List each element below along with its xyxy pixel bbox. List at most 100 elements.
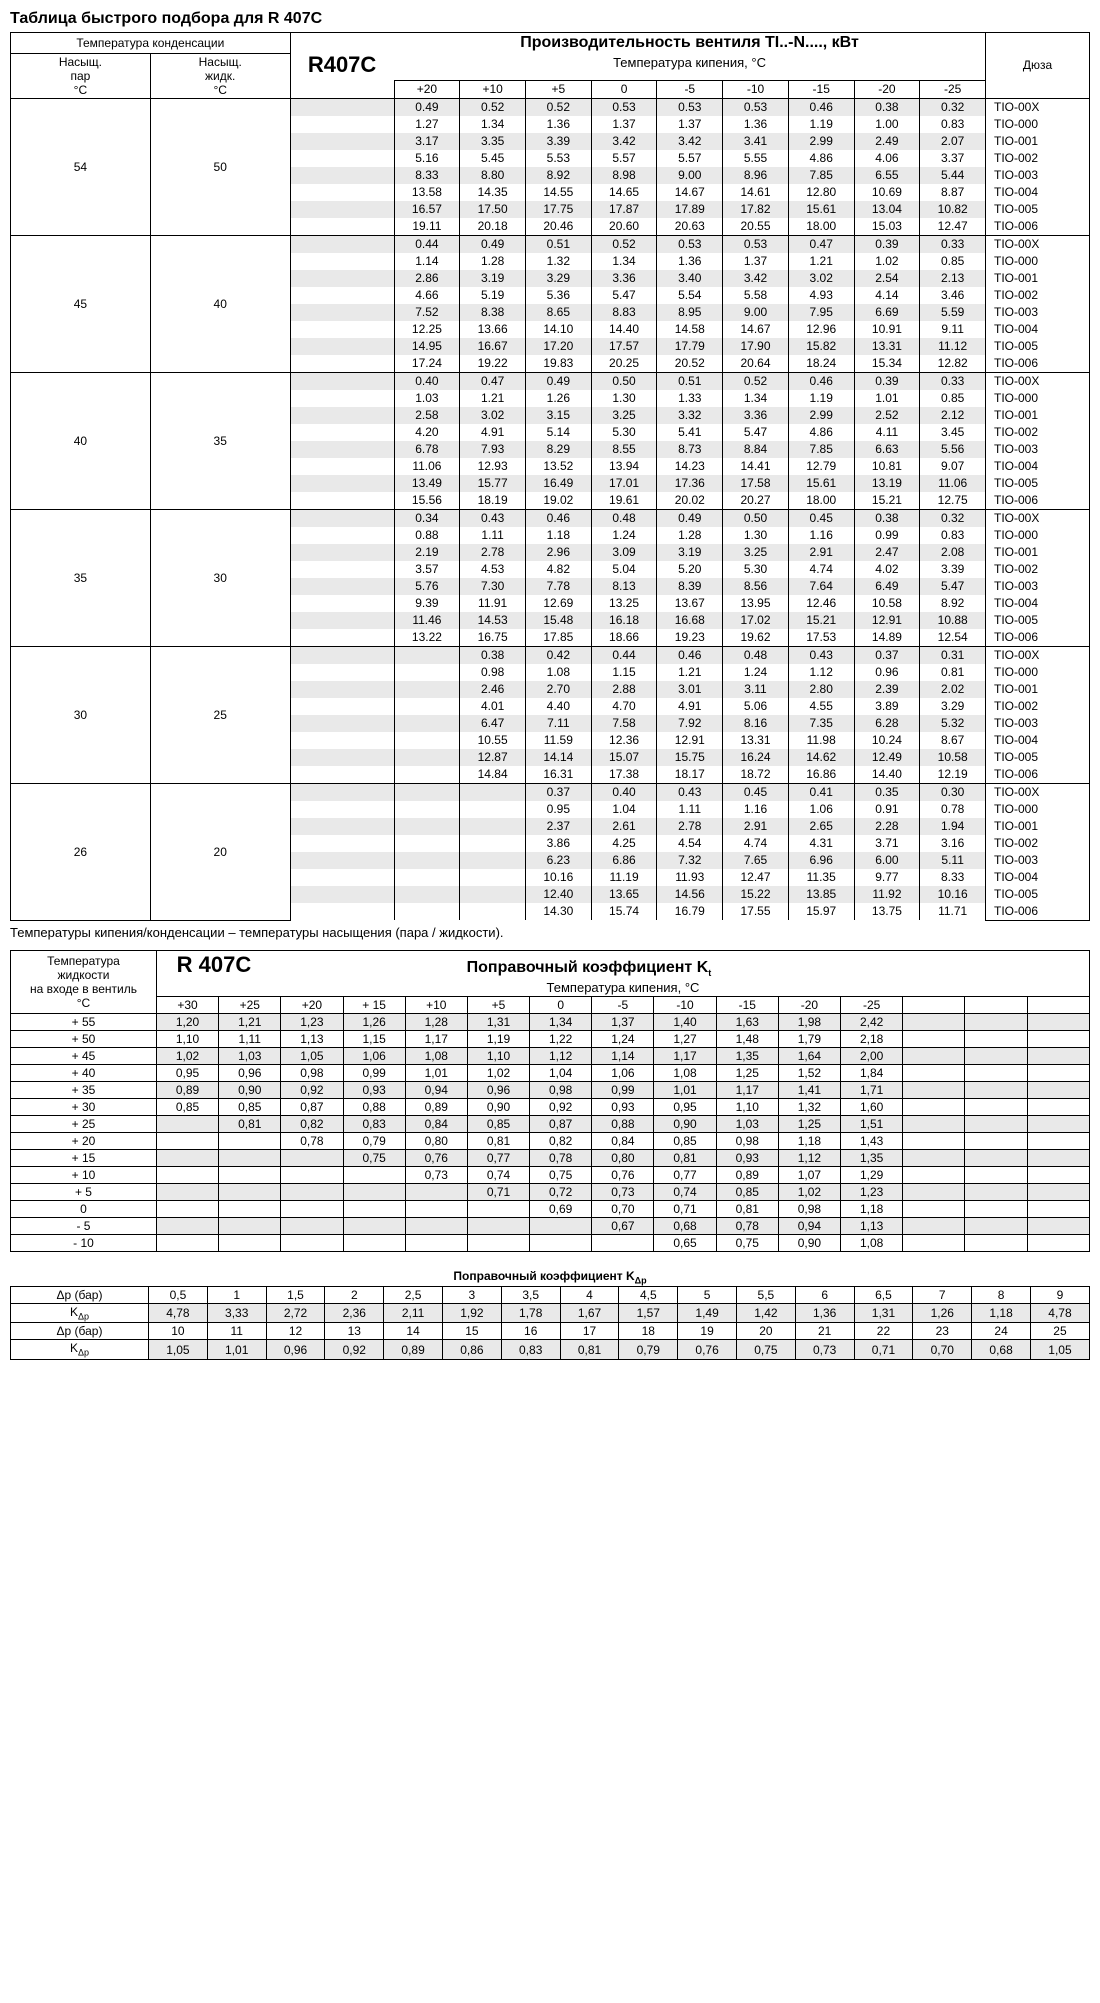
data-col: 0.471.213.024.917.9312.9315.7718.19	[460, 372, 526, 509]
kt-val: 1,04	[530, 1064, 592, 1081]
kt-val: 1,02	[156, 1047, 218, 1064]
temp-col: -25	[920, 81, 986, 98]
kdp-k: 1,49	[678, 1304, 737, 1323]
kdp-k: 0,68	[972, 1340, 1031, 1359]
kt-val	[965, 1183, 1027, 1200]
kt-val: 1,08	[654, 1064, 716, 1081]
kt-val: 0,69	[530, 1200, 592, 1217]
refrigerant-label: R407C	[290, 33, 394, 99]
kt-col: -25	[841, 996, 903, 1013]
kt-val: 0,81	[467, 1132, 529, 1149]
kt-val: 1,79	[778, 1030, 840, 1047]
data-col: 0.441.152.884.707.5812.3615.0717.38	[591, 646, 657, 783]
kdp-dp: 15	[443, 1323, 502, 1340]
kdp-k: 0,79	[619, 1340, 678, 1359]
kdp-dp: 18	[619, 1323, 678, 1340]
kdp-dp: 2,5	[384, 1287, 443, 1304]
kt-val: 0,71	[654, 1200, 716, 1217]
data-col: 0.491.283.195.198.3813.6616.6719.22	[460, 235, 526, 372]
kt-val	[903, 1047, 965, 1064]
kt-val: 1,08	[841, 1234, 903, 1251]
kt-val: 2,18	[841, 1030, 903, 1047]
data-col: 0.330.852.133.465.599.1111.1212.82	[920, 235, 986, 372]
kt-val: 1,11	[219, 1030, 281, 1047]
kt-val	[219, 1149, 281, 1166]
kdp-dp-label: Δp (бар)	[11, 1287, 149, 1304]
kdp-k: 2,36	[325, 1304, 384, 1323]
data-col: 0.461.192.994.867.8512.7915.6118.00	[788, 372, 854, 509]
data-col: 0.330.852.123.455.569.0711.0612.75	[920, 372, 986, 509]
kt-val: 1,37	[592, 1013, 654, 1030]
kt-val	[1027, 1217, 1089, 1234]
kt-val	[903, 1200, 965, 1217]
kt-val	[903, 1115, 965, 1132]
kt-col	[965, 996, 1027, 1013]
kt-val: 0,84	[592, 1132, 654, 1149]
kt-val	[156, 1217, 218, 1234]
kt-col: -20	[778, 996, 840, 1013]
kt-val	[405, 1234, 467, 1251]
kt-val: 0,94	[405, 1081, 467, 1098]
kdp-dp: 12	[266, 1323, 325, 1340]
kt-val: 0,93	[592, 1098, 654, 1115]
kdp-k: 0,76	[678, 1340, 737, 1359]
kt-val: 1,03	[219, 1047, 281, 1064]
kt-val	[1027, 1047, 1089, 1064]
kt-val: 0,81	[716, 1200, 778, 1217]
kt-val: 0,68	[654, 1217, 716, 1234]
kt-val	[156, 1149, 218, 1166]
kt-col: + 15	[343, 996, 405, 1013]
liquid-temp: 30	[150, 509, 290, 646]
kt-val	[1027, 1030, 1089, 1047]
nozzle-col: TIO-00XTIO-000TIO-001TIO-002TIO-003TIO-0…	[986, 98, 1090, 235]
liquid-temp: 40	[150, 235, 290, 372]
data-col: 0.491.263.155.148.2913.5216.4919.02	[525, 372, 591, 509]
kt-val	[1027, 1132, 1089, 1149]
kt-val: 0,77	[654, 1166, 716, 1183]
kt-val: 0,98	[778, 1200, 840, 1217]
kt-row-label: + 35	[11, 1081, 157, 1098]
kdp-k: 1,36	[795, 1304, 854, 1323]
kdp-k: 1,26	[913, 1304, 972, 1323]
kdp-dp: 2	[325, 1287, 384, 1304]
kt-val	[405, 1217, 467, 1234]
kdp-dp: 6	[795, 1287, 854, 1304]
kt-val	[903, 1098, 965, 1115]
kdp-dp: 4,5	[619, 1287, 678, 1304]
kt-val: 0,82	[281, 1115, 343, 1132]
kt-val: 0,84	[405, 1115, 467, 1132]
kdp-dp: 24	[972, 1323, 1031, 1340]
liquid-temp: 50	[150, 98, 290, 235]
kt-val	[1027, 1013, 1089, 1030]
data-col: 0.300.781.943.165.118.3310.1611.71	[920, 783, 986, 920]
temp-col: 0	[591, 81, 657, 98]
kdp-k: 0,83	[501, 1340, 560, 1359]
kt-val: 0,67	[592, 1217, 654, 1234]
kdp-k: 0,89	[384, 1340, 443, 1359]
kdp-dp: 11	[207, 1323, 266, 1340]
kt-val: 1,10	[716, 1098, 778, 1115]
data-col: 0.531.363.405.548.9514.5817.7920.52	[657, 235, 723, 372]
kt-val	[219, 1183, 281, 1200]
kt-row-label: + 40	[11, 1064, 157, 1081]
kt-val	[343, 1217, 405, 1234]
kt-val: 0,87	[281, 1098, 343, 1115]
kt-header: Поправочный коэффициент Kt	[269, 959, 909, 978]
kt-val	[281, 1200, 343, 1217]
data-col: 0.461.182.964.827.7812.6915.4817.85	[525, 509, 591, 646]
kt-val: 0,75	[530, 1166, 592, 1183]
kt-val: 0,98	[281, 1064, 343, 1081]
kdp-dp: 25	[1030, 1323, 1089, 1340]
kdp-dp: 4	[560, 1287, 619, 1304]
kt-val: 1,31	[467, 1013, 529, 1030]
kt-val: 0,80	[405, 1132, 467, 1149]
kdp-k: 0,81	[560, 1340, 619, 1359]
data-col: 0.531.373.425.589.0014.6717.9020.64	[723, 235, 789, 372]
data-col: 0.481.243.095.048.1313.2516.1818.66	[591, 509, 657, 646]
kt-val: 0,73	[405, 1166, 467, 1183]
kt-val	[592, 1234, 654, 1251]
kt-val	[903, 1217, 965, 1234]
kt-val	[965, 1217, 1027, 1234]
data-col: 0.501.303.255.308.5513.9417.0119.61	[591, 372, 657, 509]
kdp-k: 3,33	[207, 1304, 266, 1323]
